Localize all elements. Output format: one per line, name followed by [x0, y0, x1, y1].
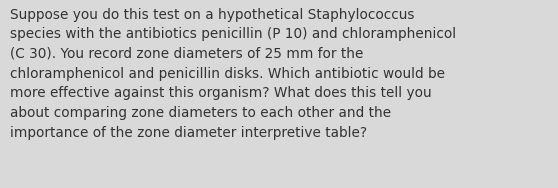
Text: Suppose you do this test on a hypothetical Staphylococcus
species with the antib: Suppose you do this test on a hypothetic… — [10, 8, 456, 140]
